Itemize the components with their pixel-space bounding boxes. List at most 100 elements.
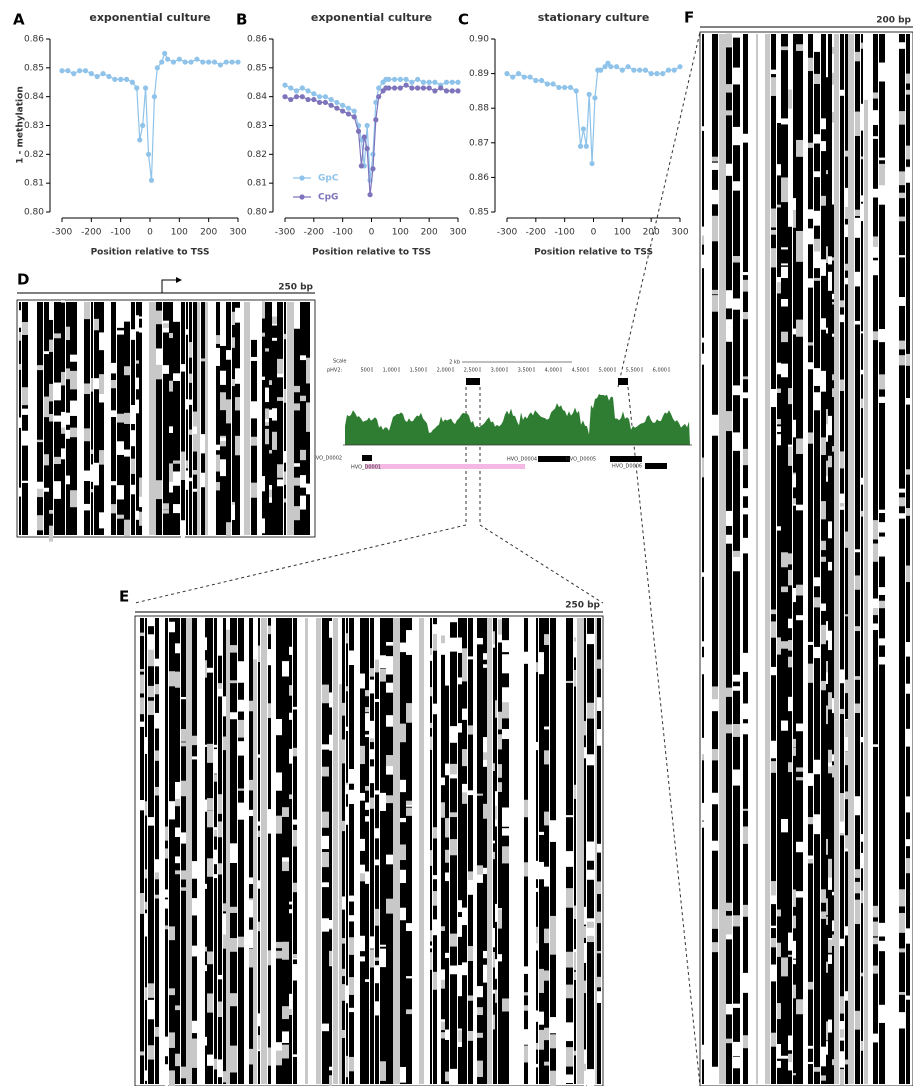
read-gap [181,1067,186,1079]
data-point [352,108,357,113]
data-point [140,123,145,128]
read-gap [375,909,379,926]
read-gap [293,1054,297,1057]
scale-tick-label: 4,500 [572,368,586,374]
read-gap [899,217,905,222]
read-gap [726,298,732,301]
read-gap [226,522,231,537]
read-gap [223,696,226,716]
read-gap [733,724,740,737]
read-gap [814,74,820,84]
read-gap [861,973,863,977]
read-gap [861,890,863,903]
read-gap [265,388,269,403]
x-tick-label: -300 [52,228,73,238]
read-gap [828,272,832,291]
data-point [444,88,449,93]
read-gap [293,883,297,892]
read-gap [743,538,748,554]
data-point [620,68,625,73]
read-gap [430,737,432,750]
read-gap [828,763,832,767]
read-gap [406,801,412,805]
read-gap [380,945,386,947]
read-gap [284,334,286,339]
read-gap [845,532,848,548]
read-gap [300,496,306,510]
read-gap [342,969,345,976]
read-gap [111,481,116,485]
read-gap [111,410,116,417]
read-gap [712,190,718,204]
read-gap [468,871,473,880]
read-gap [433,704,437,715]
read-gap [566,1047,573,1066]
read-gap [19,364,21,370]
read-gap [175,1054,180,1066]
read-gap [702,227,704,238]
read-gap [477,1007,483,1015]
data-point [149,178,154,183]
read-gap [906,398,910,405]
data-point [224,59,229,64]
read-column [84,302,90,535]
read-gap [430,930,432,941]
data-point [89,71,94,76]
read-gap [218,620,222,625]
read-gap [524,800,528,817]
data-point [392,85,397,90]
read-gap [235,308,240,323]
read-gap [826,461,828,477]
read-gap [828,954,832,963]
read-gap [156,348,162,364]
data-point [562,85,567,90]
read-gap [265,419,269,422]
read-gap [386,642,393,646]
read-gap [861,331,863,333]
read-gap [276,816,282,834]
read-column [294,329,300,535]
read-gap [189,342,192,358]
read-gap [502,654,509,673]
x-tick-label: -100 [554,228,575,238]
x-axis-label: Position relative to TSS [91,248,210,258]
read-gap [483,664,487,668]
read-gap [793,420,796,438]
read-gap [906,90,910,95]
read-column [493,618,495,1084]
data-point [510,74,515,79]
read-gap [524,1045,528,1062]
read-gap [84,383,90,394]
read-gap [584,747,586,758]
read-column [406,618,412,1084]
read-gap [832,446,834,452]
read-gap [169,463,173,481]
read-gap [175,782,180,799]
read-gap [826,424,828,442]
read-column [756,34,758,1084]
data-point [568,85,573,90]
data-point [118,77,123,82]
read-gap [181,742,186,746]
data-point [300,94,305,99]
read-gap [899,497,905,506]
read-gap [293,748,297,757]
read-gap [214,850,217,865]
read-gap [845,791,848,799]
read-gap [777,363,781,375]
read-gap [458,677,462,684]
read-gap [855,112,860,130]
read-gap [702,821,704,827]
data-point [183,59,188,64]
read-gap [828,859,832,878]
x-tick-label: 100 [392,228,409,238]
read-gap [712,1067,718,1085]
read-gap [832,754,834,761]
data-point [194,57,199,62]
read-gap [793,739,796,748]
data-point [666,68,671,73]
scale-tick-label: 5,000 [599,368,613,374]
read-gap [258,1035,260,1050]
read-gap [861,195,863,201]
read-gap [826,962,828,973]
